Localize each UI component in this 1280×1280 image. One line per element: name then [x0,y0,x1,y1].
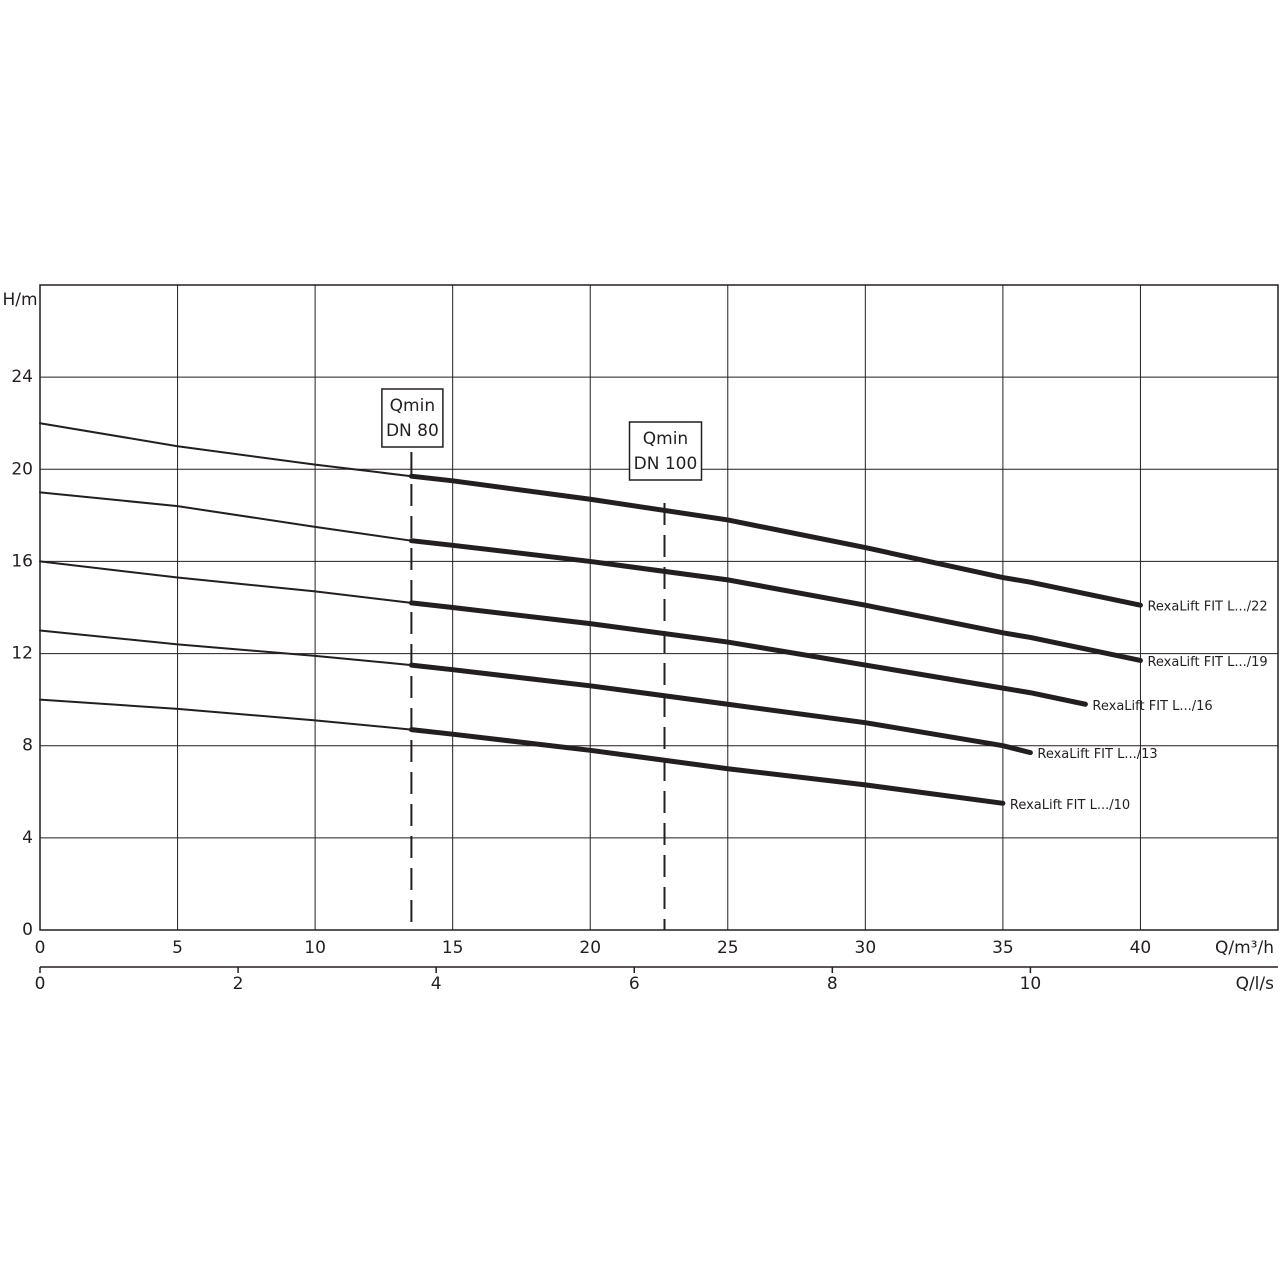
x2-tick-label: 2 [233,974,244,994]
pump-curve-thin [39,422,413,478]
pump-curve-thin [39,560,413,604]
y-axis-label: H/m [2,290,37,310]
y-tick-label: 20 [11,459,33,479]
x-tick-label: 20 [579,938,601,958]
pump-curve-thin [39,629,413,667]
series-label: RexaLift FIT L.../10 [1010,798,1130,813]
series-label: RexaLift FIT L.../22 [1147,600,1267,615]
x2-tick-label: 10 [1020,974,1042,994]
x-tick-label: 10 [304,938,326,958]
pump-curve [408,538,1143,663]
y-tick-label: 0 [22,920,33,940]
x2-tick-label: 8 [827,974,838,994]
series-label: RexaLift FIT L.../19 [1147,655,1267,670]
annotation-box [381,388,444,448]
annotation-text: DN 100 [634,454,698,474]
x2-tick-label: 6 [629,974,640,994]
annotation-text: DN 80 [386,421,439,441]
series-label: RexaLift FIT L.../16 [1092,699,1212,714]
pump-curve [408,473,1143,608]
annotation-text: Qmin [390,396,435,416]
y-tick-label: 8 [22,736,33,756]
x-tick-label: 0 [35,938,46,958]
annotation-text: Qmin [643,429,688,449]
x-tick-label: 35 [992,938,1014,958]
series-label: RexaLift FIT L.../13 [1037,747,1157,762]
x-tick-label: 30 [855,938,877,958]
annotation-box [628,421,703,481]
pump-curve-thin [39,491,413,542]
x-tick-label: 15 [442,938,464,958]
pump-curve [408,662,1033,756]
pump-curve [408,600,1088,707]
pump-curve [408,727,1006,806]
pump-curve-thin [39,698,413,731]
x2-tick-label: 0 [35,974,46,994]
x-tick-label: 25 [717,938,739,958]
x-axis-label: Q/m³/h [1215,938,1274,958]
x-tick-label: 40 [1130,938,1152,958]
x-tick-label: 5 [172,938,183,958]
y-tick-label: 4 [22,828,33,848]
y-tick-label: 24 [11,367,33,387]
y-tick-label: 16 [11,551,33,571]
x2-axis-label: Q/l/s [1236,974,1275,994]
plot-frame [39,284,1279,931]
y-tick-label: 12 [11,644,33,664]
x2-tick-label: 4 [431,974,442,994]
